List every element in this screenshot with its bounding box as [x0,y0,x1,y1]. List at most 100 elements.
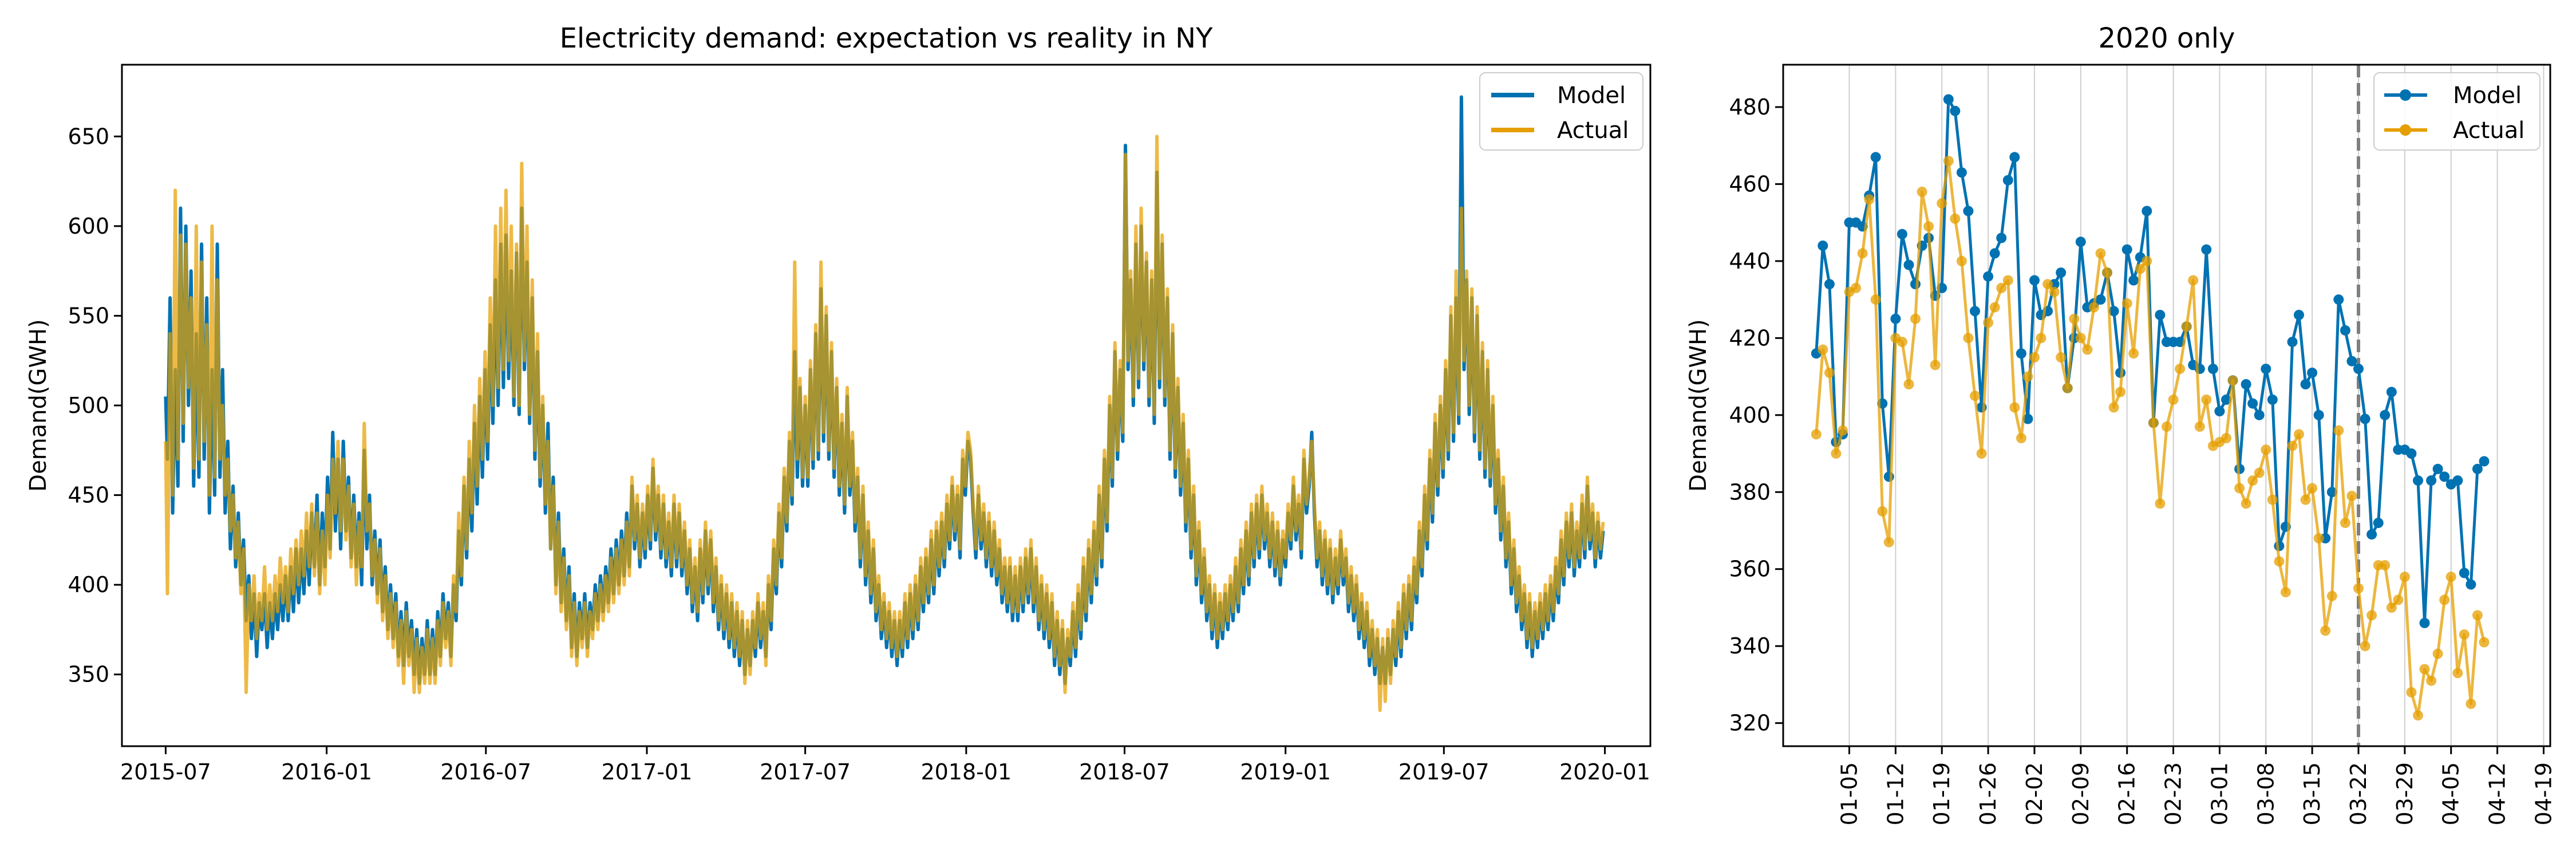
x-tick-label: 02-09 [2068,762,2093,825]
y-tick-label: 360 [1729,557,1771,582]
data-point-actual [2413,710,2423,721]
data-point-actual [1857,248,1868,259]
x-tick-label: 01-12 [1883,762,1908,825]
data-point-actual [2049,286,2060,297]
data-point-actual [2399,572,2410,582]
data-point-actual [2056,352,2067,362]
left-x-axis: 2015-07 2016-01 2016-07 2017-01 2017-07 2018-… [120,746,1650,785]
x-tick-label: 02-02 [2022,762,2047,825]
left-series-layer [164,95,1605,712]
data-point-model [2346,356,2357,367]
data-point-model [2002,175,2013,186]
data-point-model [1824,279,1835,290]
data-point-actual [2360,641,2370,652]
data-point-actual [1983,317,1994,328]
data-point-model [2307,367,2318,378]
y-tick-label: 650 [68,124,109,149]
data-point-actual [2036,333,2046,344]
data-point-actual [2366,610,2377,621]
data-point-actual [2432,648,2443,659]
data-point-actual [2445,572,2456,582]
data-point-model [2029,275,2040,286]
y-tick-label: 460 [1729,171,1771,196]
data-point-model [2261,364,2271,375]
data-point-actual [1838,425,1848,436]
data-point-actual [1831,448,1842,459]
data-point-actual [2181,321,2192,332]
data-point-actual [2466,699,2476,709]
data-point-actual [2022,371,2033,382]
data-point-actual [2102,267,2112,278]
data-point-actual [1811,429,1822,440]
data-point-model [1910,279,1921,290]
data-point-actual [2002,275,2013,286]
data-point-model [2340,325,2350,336]
data-point-actual [2009,402,2020,413]
data-point-actual [1818,344,1828,355]
data-point-model [2413,475,2423,486]
data-point-actual [1923,221,1934,232]
left-legend-actual-label: Actual [1557,117,1629,144]
data-point-actual [1970,391,1980,401]
data-point-model [2247,398,2258,409]
data-point-actual [2307,483,2318,494]
left-legend: Model Actual [1479,72,1643,151]
right-legend: Model Actual [2373,72,2541,151]
data-point-model [2326,487,2337,498]
x-tick-label: 2018-07 [1079,759,1170,785]
data-point-model [2366,529,2377,540]
data-point-model [1989,248,2000,259]
data-point-model [2386,387,2397,397]
data-point-actual [1950,213,1961,224]
right-y-axis-label: Demand(GWH) [1685,319,1712,491]
x-tick-label: 2017-01 [602,759,693,785]
data-point-actual [2095,248,2106,259]
right-legend-model-label: Model [2453,82,2522,109]
data-point-model [2353,364,2364,375]
data-point-model [2121,244,2132,255]
data-point-actual [2393,594,2404,605]
data-point-model [2267,394,2278,405]
right-chart-title: 2020 only [2099,22,2235,54]
data-point-model [2406,448,2417,459]
y-tick-label: 450 [68,483,109,508]
data-point-actual [2261,444,2271,455]
y-tick-label: 340 [1729,633,1771,659]
y-tick-label: 500 [68,393,109,418]
data-point-actual [1897,337,1907,348]
data-point-actual [2234,483,2245,494]
data-point-model [2241,379,2251,389]
x-tick-label: 2020-01 [1559,759,1650,785]
data-point-actual [2194,421,2205,432]
data-point-model [2075,237,2086,247]
data-point-actual [2128,348,2139,359]
data-point-actual [2029,352,2040,362]
data-point-actual [2148,417,2159,428]
data-point-actual [2313,533,2324,543]
right-y-axis: 320 340 360 380 400 420 440 460 480 [1729,94,1783,736]
x-tick-label: 2015-07 [120,759,211,785]
data-point-model [1890,313,1901,324]
data-point-model [2333,294,2344,305]
data-point-model [2254,409,2265,420]
data-point-actual [2346,491,2357,501]
x-tick-label: 2019-07 [1398,759,1490,785]
data-point-actual [1870,294,1881,305]
data-point-actual [2241,498,2251,509]
data-point-actual [2142,255,2152,266]
data-point-model [2426,475,2437,486]
data-point-actual [2406,687,2417,698]
data-point-actual [1864,194,1875,205]
data-point-actual [1851,282,1862,293]
data-point-actual [2340,518,2350,529]
y-tick-label: 480 [1729,94,1771,120]
data-point-actual [2267,494,2278,505]
data-point-actual [2380,560,2391,570]
data-point-actual [1917,186,1927,197]
data-point-model [2016,348,2026,359]
data-point-actual [2135,263,2146,274]
data-point-actual [2069,313,2080,324]
left-chart-title: Electricity demand: expectation vs reali… [560,22,1213,54]
data-point-actual [2386,602,2397,613]
x-tick-label: 04-19 [2531,762,2556,825]
